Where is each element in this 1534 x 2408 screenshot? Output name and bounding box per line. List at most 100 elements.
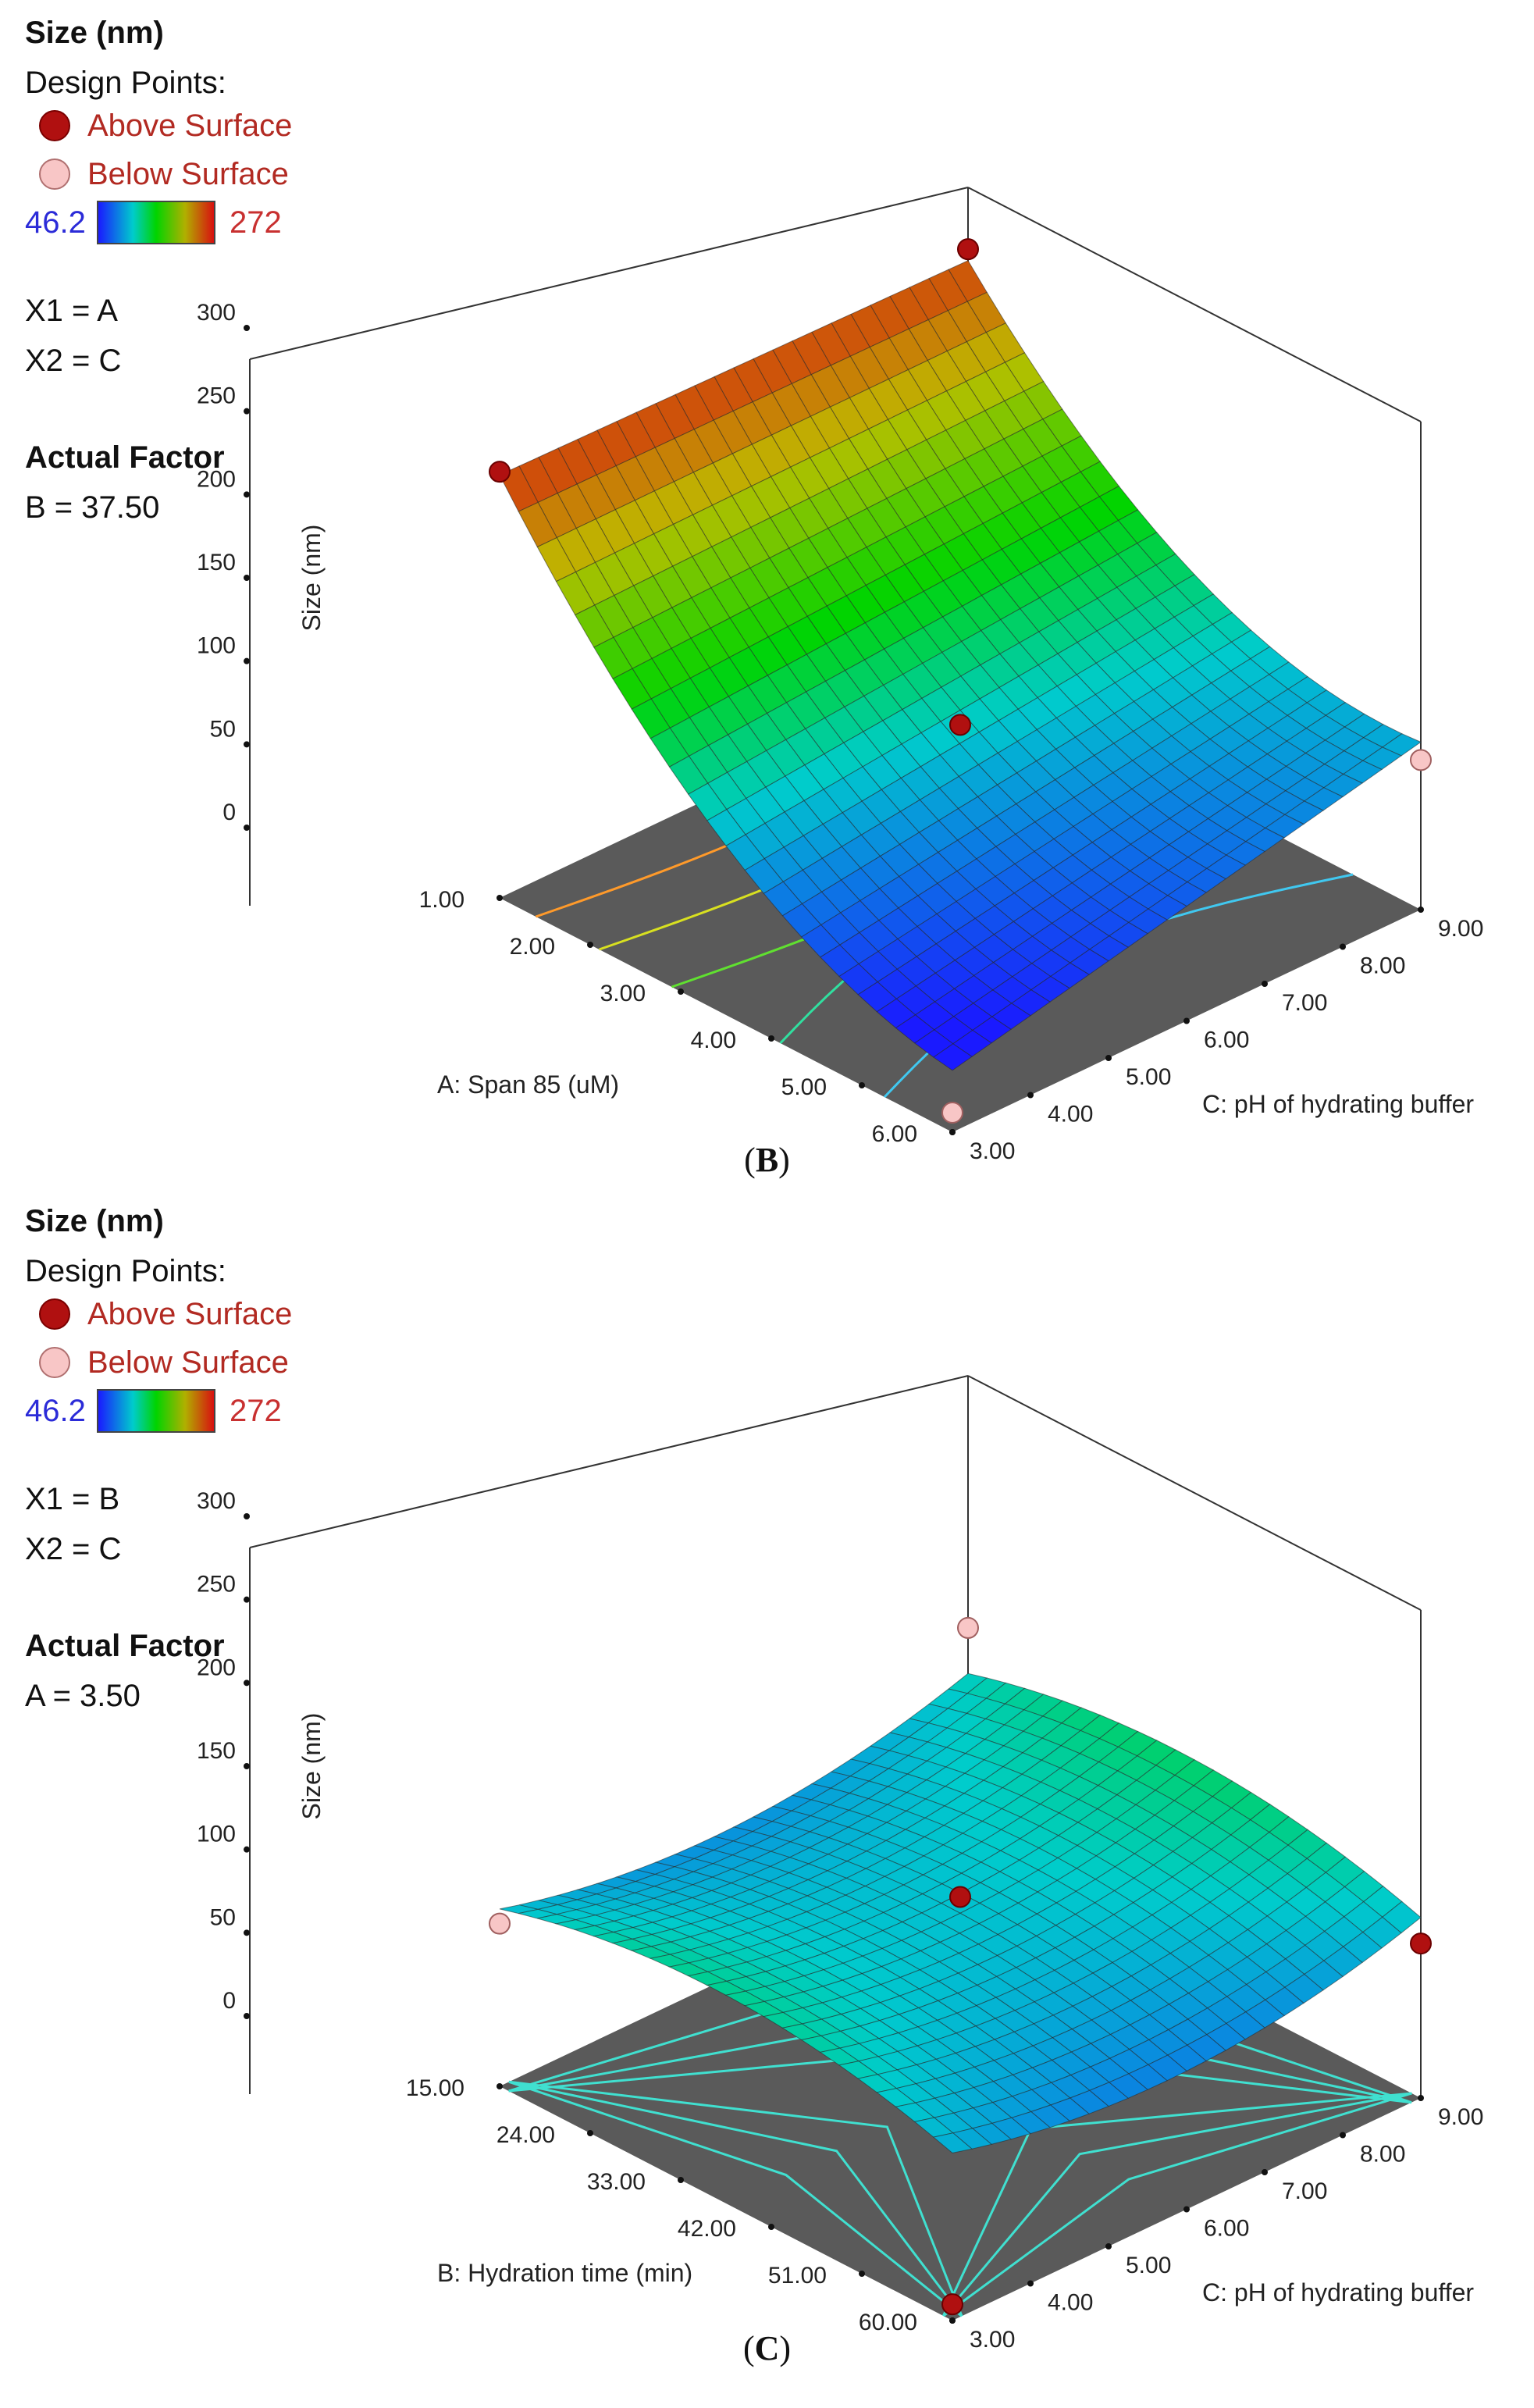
y-tick-label: 4.00 xyxy=(1048,1102,1093,1127)
legend-above-label: Above Surface xyxy=(87,108,293,143)
x-axis-label: B: Hydration time (min) xyxy=(437,2259,692,2287)
y-tick-mark xyxy=(1418,2095,1424,2101)
contour-line xyxy=(508,2080,963,2317)
y-tick-label: 9.00 xyxy=(1438,2104,1483,2130)
color-scale: 46.2 272 xyxy=(25,198,361,247)
z-tick-label: 150 xyxy=(197,1738,236,1764)
design-point-above xyxy=(949,1886,971,1908)
y-tick-label: 8.00 xyxy=(1360,2142,1405,2168)
design-point-below xyxy=(1410,749,1432,771)
y-tick-label: 4.00 xyxy=(1048,2290,1093,2316)
legend-below-label: Below Surface xyxy=(87,156,289,191)
color-scale-bar xyxy=(97,1389,215,1433)
caption-letter: B xyxy=(755,1141,779,1179)
surface-cell xyxy=(932,2132,973,2153)
top-left-edge-line xyxy=(249,187,969,360)
z-tick-mark xyxy=(244,325,250,331)
z-tick-mark xyxy=(244,1513,250,1519)
z-tick-mark xyxy=(244,1763,250,1769)
x-tick-label: 5.00 xyxy=(781,1074,827,1100)
legend: Size (nm) Design Points: Above Surface B… xyxy=(25,1202,361,1721)
z-tick-mark xyxy=(244,2013,250,2019)
legend-x2: X2 = C xyxy=(25,1532,122,1566)
z-tick-mark xyxy=(244,575,250,581)
below-surface-marker-icon xyxy=(39,159,70,190)
x-tick-mark xyxy=(768,2224,774,2230)
above-surface-marker-icon xyxy=(39,110,70,141)
y-tick-label: 3.00 xyxy=(970,2327,1015,2353)
legend-design-points: Design Points: xyxy=(25,66,226,100)
x-tick-label: 42.00 xyxy=(678,2216,736,2242)
legend: Size (nm) Design Points: Above Surface B… xyxy=(25,14,361,533)
y-tick-label: 7.00 xyxy=(1282,990,1327,1016)
z-tick-mark xyxy=(244,1929,250,1936)
z-axis-label: Size (nm) xyxy=(297,1713,326,1820)
y-tick-mark xyxy=(1418,907,1424,913)
y-axis-label: C: pH of hydrating buffer xyxy=(1202,1090,1474,1118)
y-tick-mark xyxy=(1262,981,1268,987)
z-tick-label: 300 xyxy=(197,1488,236,1514)
legend-title: Size (nm) xyxy=(25,16,164,50)
design-point-above xyxy=(941,2293,963,2316)
y-tick-mark xyxy=(1262,2169,1268,2175)
y-tick-label: 8.00 xyxy=(1360,953,1405,979)
x-tick-mark xyxy=(768,1035,774,1042)
x-axis-label: A: Span 85 (uM) xyxy=(437,1070,619,1099)
panel-b: 1.00 2.00 3.00 4.00 5.00 6.00 3.00 4.00 5.00 6.00… xyxy=(0,0,1534,1187)
y-tick-label: 7.00 xyxy=(1282,2178,1327,2204)
x-tick-mark xyxy=(497,895,503,901)
z-tick-label: 200 xyxy=(197,1655,236,1680)
x-tick-label: 6.00 xyxy=(872,1121,917,1147)
y-tick-label: 6.00 xyxy=(1204,1028,1249,1053)
legend-title: Size (nm) xyxy=(25,1204,164,1238)
y-axis-label: C: pH of hydrating buffer xyxy=(1202,2278,1474,2306)
design-point-below xyxy=(941,1102,963,1124)
legend-x1: X1 = A xyxy=(25,294,118,328)
y-tick-label: 3.00 xyxy=(970,1138,1015,1164)
z-tick-label: 250 xyxy=(197,383,236,409)
top-right-edge-line xyxy=(967,187,1422,422)
z-tick-mark xyxy=(244,1596,250,1603)
top-left-edge-line xyxy=(249,1375,969,1548)
y-tick-mark xyxy=(1340,2132,1346,2139)
y-tick-mark xyxy=(949,2317,956,2324)
z-tick-label: 150 xyxy=(197,550,236,575)
z-tick-label: 50 xyxy=(210,716,236,742)
response-surface xyxy=(499,260,1422,1071)
y-tick-mark xyxy=(1105,1055,1112,1061)
y-tick-mark xyxy=(1183,1017,1190,1024)
x-tick-label: 60.00 xyxy=(859,2310,917,2335)
response-surface xyxy=(499,1672,1422,2153)
color-scale: 46.2 272 xyxy=(25,1387,361,1435)
x-tick-label: 15.00 xyxy=(406,2075,464,2101)
y-tick-label: 9.00 xyxy=(1438,916,1483,942)
z-tick-mark xyxy=(244,657,250,664)
design-point-above xyxy=(1410,1932,1432,1955)
color-scale-min: 46.2 xyxy=(25,1393,86,1428)
y-tick-mark xyxy=(1027,1092,1034,1099)
x-tick-label: 3.00 xyxy=(600,981,646,1006)
x-tick-label: 51.00 xyxy=(768,2263,827,2289)
y-tick-label: 5.00 xyxy=(1126,2253,1171,2278)
z-tick-mark xyxy=(244,1680,250,1687)
legend-above-row: Above Surface xyxy=(25,1290,361,1338)
design-point-below xyxy=(957,1616,979,1639)
y-tick-mark xyxy=(1027,2280,1034,2287)
z-tick-label: 50 xyxy=(210,1904,236,1930)
x-tick-mark xyxy=(859,1082,865,1088)
color-scale-max: 272 xyxy=(230,205,282,240)
z-tick-mark xyxy=(244,491,250,498)
caption-letter: C xyxy=(754,2329,780,2367)
z-tick-label: 100 xyxy=(197,633,236,659)
legend-x2: X2 = C xyxy=(25,344,122,378)
design-point-below xyxy=(489,1912,511,1935)
above-surface-marker-icon xyxy=(39,1298,70,1330)
z-tick-mark xyxy=(244,408,250,415)
z-tick-label: 100 xyxy=(197,1822,236,1847)
design-point-above xyxy=(489,461,511,483)
x-tick-label: 1.00 xyxy=(419,887,464,913)
x-tick-label: 4.00 xyxy=(691,1028,736,1053)
z-tick-label: 0 xyxy=(222,1988,236,2014)
y-tick-mark xyxy=(1105,2243,1112,2249)
x-tick-mark xyxy=(587,2130,593,2136)
